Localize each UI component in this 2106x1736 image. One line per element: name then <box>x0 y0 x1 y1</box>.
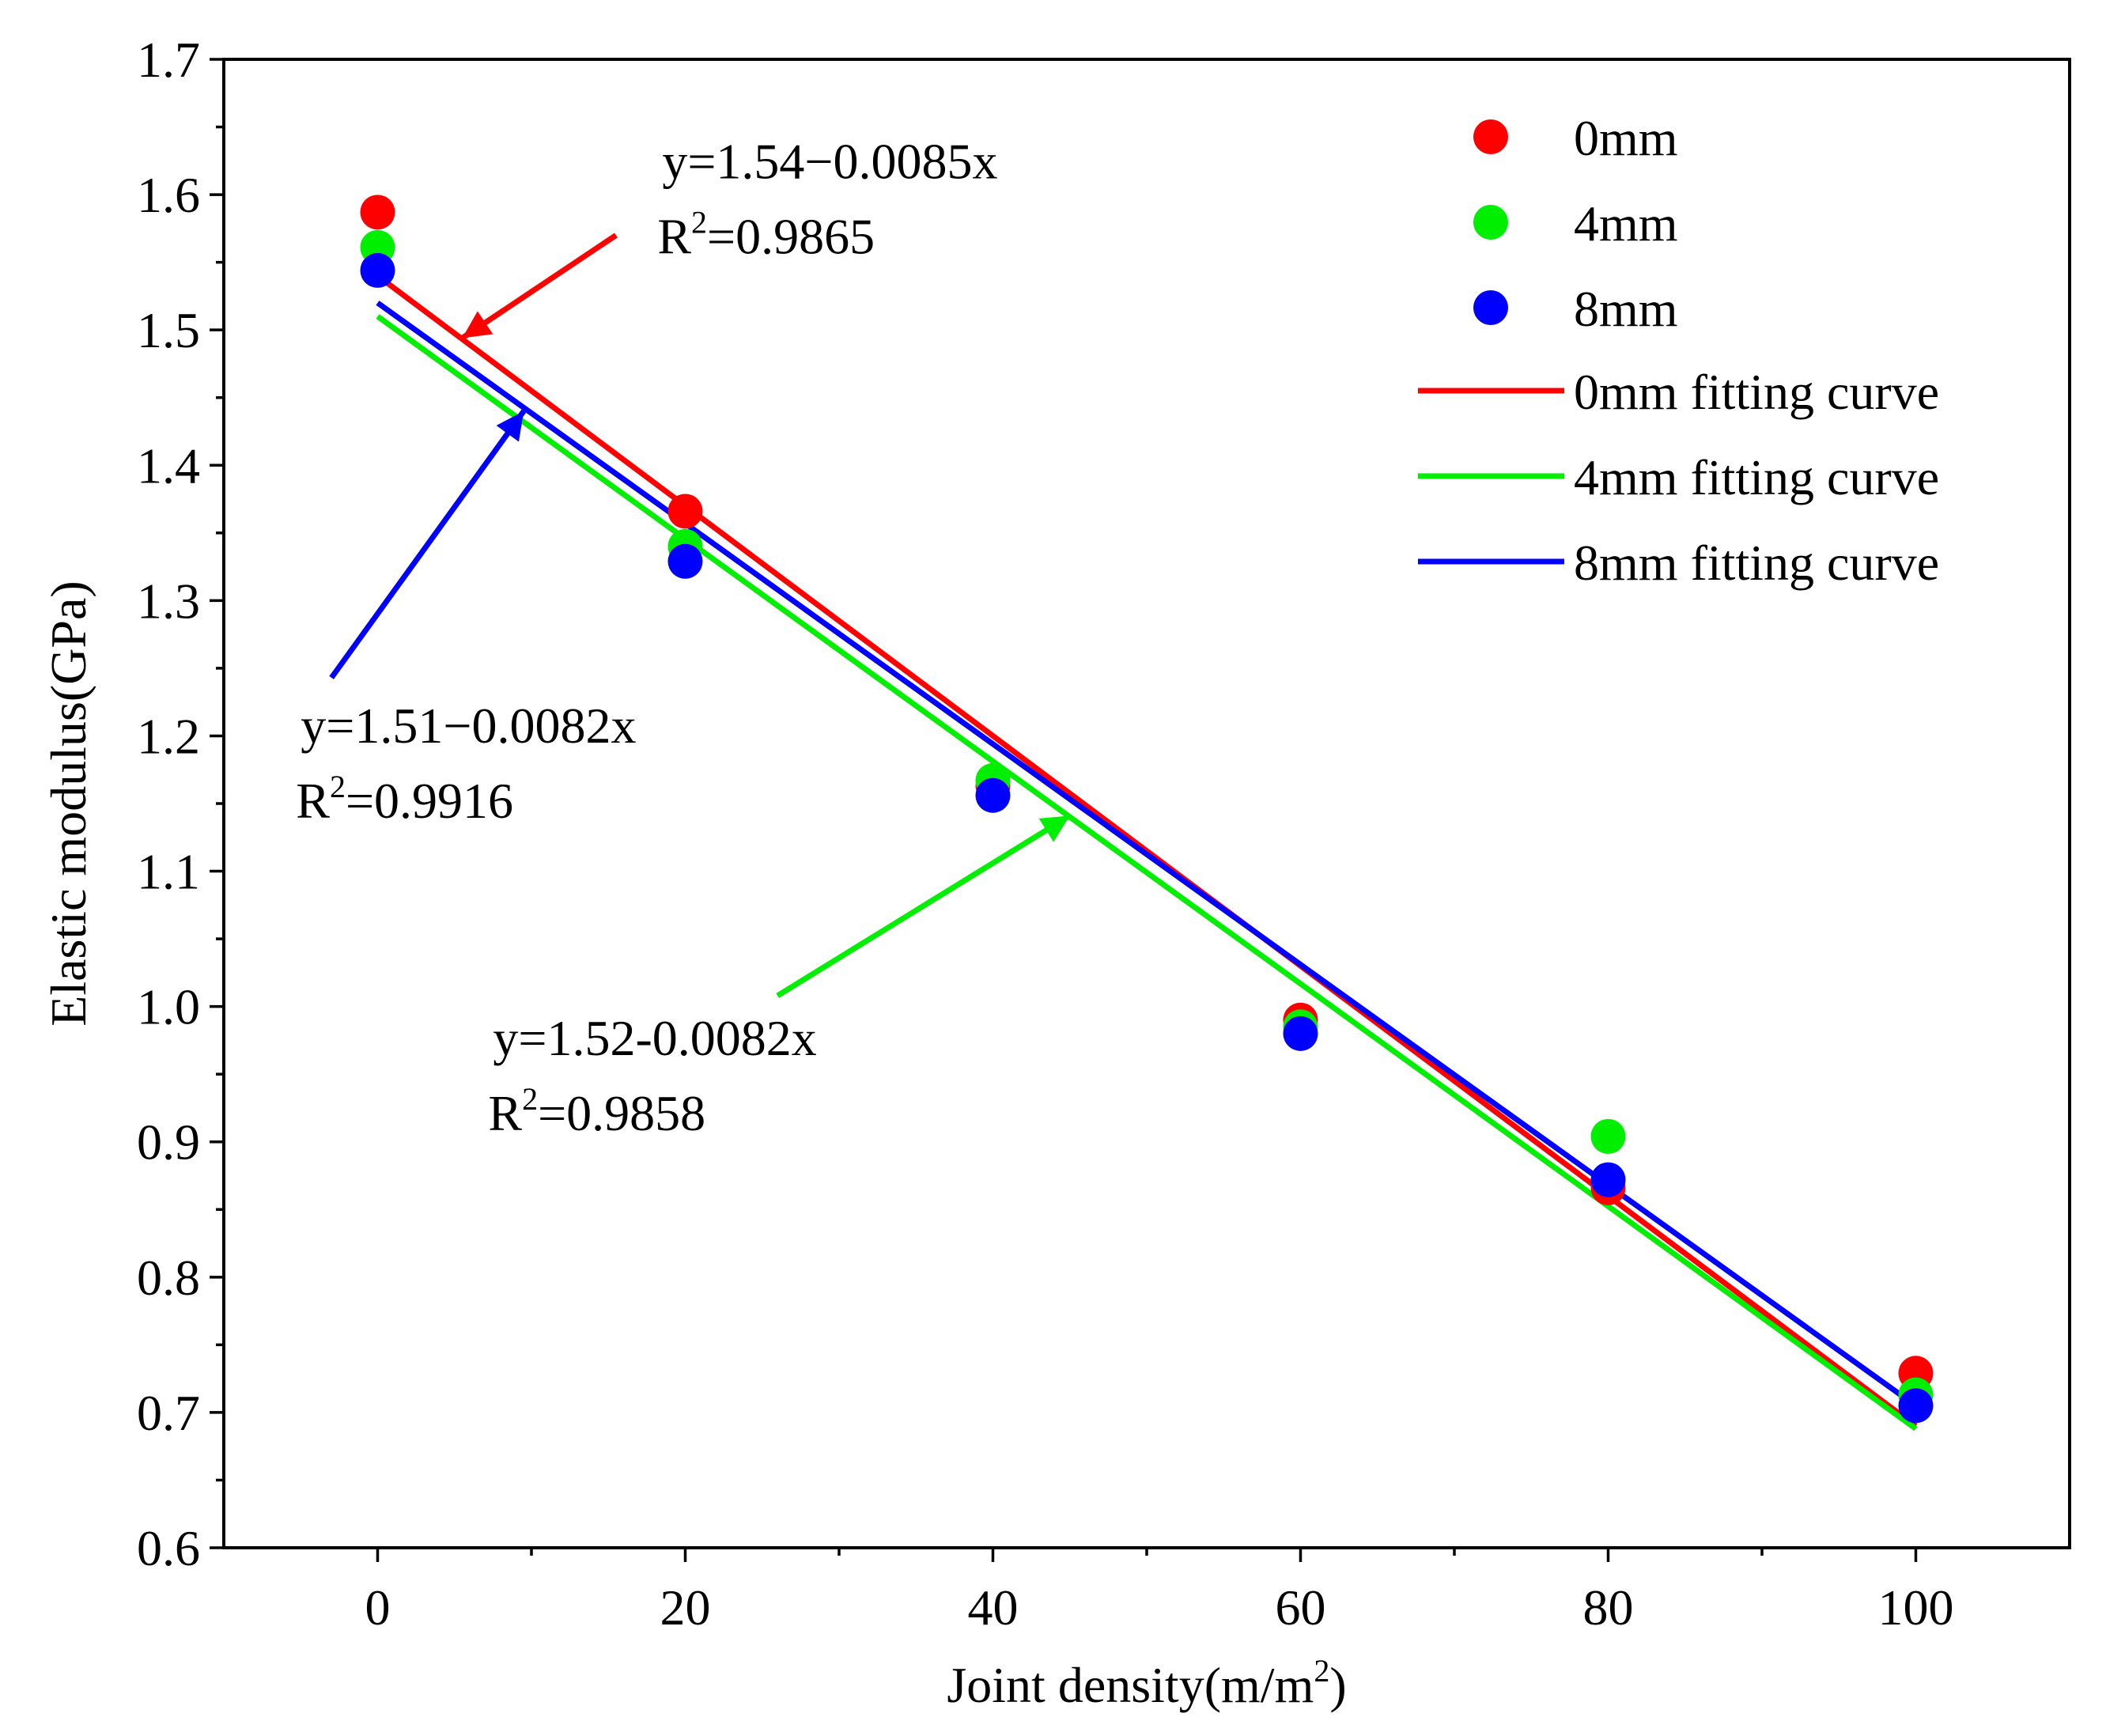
y-tick-label: 1.0 <box>137 979 200 1035</box>
annotation-r2-1: R2=0.9916 <box>296 769 513 829</box>
y-tick-label: 0.8 <box>137 1250 200 1306</box>
point-0mm-0 <box>360 195 395 230</box>
annotation-arrow-1 <box>329 409 527 679</box>
annotation-equation-0: y=1.54−0.0085x <box>662 134 997 190</box>
point-8mm-2 <box>975 777 1011 813</box>
legend-label-4mm: 4mm <box>1574 195 1678 252</box>
x-tick-label: 0 <box>365 1579 391 1636</box>
y-tick-label: 1.7 <box>137 32 200 88</box>
axis-titles: Joint density(m/m2) Elastic modulus(GPa) <box>40 581 1347 1713</box>
x-tick-label: 40 <box>968 1579 1019 1636</box>
data-points <box>360 195 1934 1424</box>
y-tick-label: 1.3 <box>137 573 200 629</box>
point-8mm-5 <box>1898 1388 1934 1424</box>
x-tick-label: 60 <box>1276 1579 1326 1636</box>
y-tick-label: 1.6 <box>137 167 200 223</box>
y-tick-label: 1.2 <box>137 708 200 764</box>
y-axis-title: Elastic modulus(GPa) <box>40 581 96 1026</box>
point-8mm-0 <box>360 252 395 288</box>
annotation-arrow-2 <box>776 813 1072 998</box>
legend-label-8mm: 8mm <box>1574 281 1678 337</box>
point-0mm-1 <box>667 494 703 529</box>
annotation-r2-0: R2=0.9865 <box>657 205 875 265</box>
legend-marker-0mm <box>1473 119 1508 154</box>
y-tick-label: 0.9 <box>137 1114 200 1171</box>
legend-label-0mm: 0mm <box>1574 110 1678 166</box>
fit-lines <box>376 273 1918 1432</box>
y-tick-label: 1.1 <box>137 844 200 900</box>
annotation-arrow-0 <box>460 233 618 341</box>
legend-label-fit-2: 8mm fitting curve <box>1574 535 1939 591</box>
x-tick-label: 100 <box>1878 1579 1954 1636</box>
point-8mm-4 <box>1590 1162 1626 1197</box>
fit-line-2 <box>376 301 1918 1409</box>
x-tick-label: 80 <box>1583 1579 1634 1636</box>
x-axis-title: Joint density(m/m2) <box>947 1653 1346 1713</box>
y-tick-label: 1.5 <box>137 302 200 358</box>
legend-marker-8mm <box>1473 290 1508 325</box>
point-8mm-1 <box>667 543 703 579</box>
annotations: y=1.54−0.0085x R2=0.9865 y=1.51−0.0082x R2=… <box>296 134 1072 1141</box>
point-8mm-3 <box>1283 1016 1318 1051</box>
legend-marker-4mm <box>1473 205 1508 240</box>
annotation-r2-2: R2=0.9858 <box>488 1081 705 1141</box>
fit-line-1 <box>376 314 1918 1432</box>
point-4mm-4 <box>1590 1118 1626 1154</box>
y-tick-label: 0.7 <box>137 1385 200 1441</box>
axis-ticks: 0 20 40 60 80 100 0.6 0.7 0.8 0.9 1.0 1.1 1.2 1.3 1.4 1… <box>137 32 1954 1636</box>
annotation-equation-2: y=1.52-0.0082x <box>493 1010 816 1066</box>
y-tick-label: 1.4 <box>137 437 200 494</box>
x-tick-label: 20 <box>660 1579 711 1636</box>
legend: 0mm 4mm 8mm 0mm fitting curve 4mm fitting cu… <box>1418 110 1939 591</box>
y-tick-label: 0.6 <box>137 1520 200 1576</box>
annotation-equation-1: y=1.51−0.0082x <box>301 698 636 754</box>
legend-label-fit-1: 4mm fitting curve <box>1574 449 1939 505</box>
legend-label-fit-0: 0mm fitting curve <box>1574 364 1939 420</box>
